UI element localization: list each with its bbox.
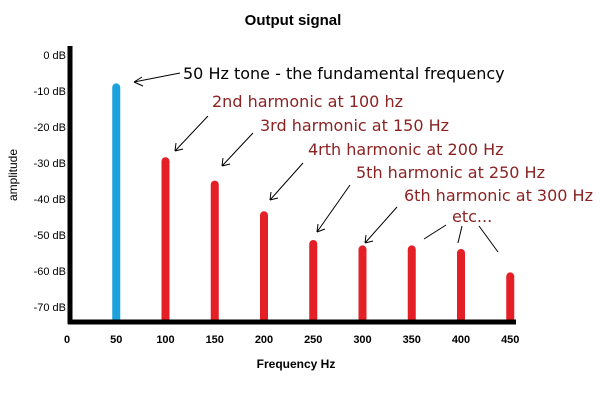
x-tick-label: 300 bbox=[353, 334, 371, 346]
annotation-5th-harmonic: 5th harmonic at 250 Hz bbox=[356, 163, 545, 182]
y-tick-label: -40 dB bbox=[34, 194, 66, 206]
y-tick-label: -70 dB bbox=[34, 302, 66, 314]
x-tick-label: 400 bbox=[452, 334, 470, 346]
y-tick-label: -30 dB bbox=[34, 158, 66, 170]
etc-line-3 bbox=[478, 225, 499, 253]
x-tick-label: 100 bbox=[156, 334, 174, 346]
x-tick-label: 250 bbox=[304, 334, 322, 346]
arrow-fundamental bbox=[133, 72, 181, 87]
annotation-3rd-harmonic: 3rd harmonic at 150 Hz bbox=[260, 116, 449, 135]
arrow-2nd bbox=[174, 115, 209, 152]
annotation-fundamental: 50 Hz tone - the fundamental frequency bbox=[183, 64, 505, 83]
x-tick-label: 0 bbox=[64, 334, 70, 346]
arrow-5th bbox=[316, 184, 351, 233]
x-tick-label: 50 bbox=[110, 334, 122, 346]
y-axis-label: amplitude bbox=[6, 149, 20, 201]
x-axis-label: Frequency Hz bbox=[257, 357, 336, 371]
x-tick-label: 350 bbox=[403, 334, 421, 346]
x-tick-label: 150 bbox=[206, 334, 224, 346]
arrow-3rd bbox=[221, 132, 254, 167]
x-tick-label: 450 bbox=[501, 334, 519, 346]
annotation-2nd-harmonic: 2nd harmonic at 100 hz bbox=[212, 92, 403, 111]
arrow-4th bbox=[269, 162, 304, 201]
etc-line-1 bbox=[423, 224, 447, 240]
annotation-4th-harmonic: 4rth harmonic at 200 Hz bbox=[308, 140, 504, 159]
y-tick-label: -50 dB bbox=[34, 230, 66, 242]
chart-title: Output signal bbox=[245, 12, 342, 29]
etc-line-2 bbox=[457, 225, 463, 244]
arrow-6th bbox=[364, 206, 398, 244]
y-tick-label: 0 dB bbox=[43, 50, 66, 62]
annotation-etc: etc... bbox=[452, 207, 492, 226]
annotation-6th-harmonic: 6th harmonic at 300 Hz bbox=[404, 186, 593, 205]
y-tick-label: -10 dB bbox=[34, 86, 66, 98]
x-tick-label: 200 bbox=[255, 334, 273, 346]
y-tick-label: -60 dB bbox=[34, 266, 66, 278]
y-tick-label: -20 dB bbox=[34, 122, 66, 134]
